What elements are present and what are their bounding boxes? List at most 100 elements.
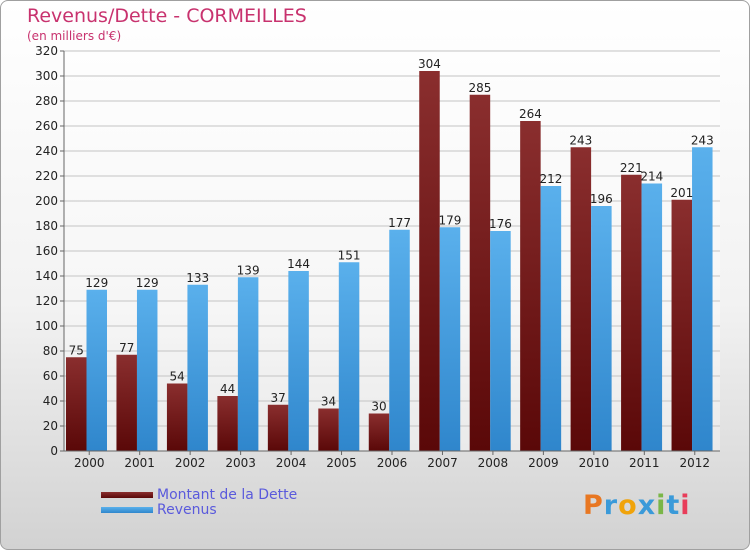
bar-dette — [570, 147, 592, 451]
legend-swatch-revenus — [101, 506, 153, 513]
data-label: 133 — [186, 271, 209, 285]
data-label: 129 — [136, 276, 159, 290]
logo-letter: x — [637, 490, 657, 521]
legend-swatch-dette — [101, 491, 153, 498]
data-label: 201 — [670, 186, 693, 200]
data-label: 177 — [388, 216, 411, 230]
bar-revenus — [490, 231, 511, 451]
bar-revenus — [237, 277, 259, 451]
y-tick-label: 0 — [50, 444, 58, 458]
data-label: 44 — [220, 382, 235, 396]
chart-title: Revenus/Dette - CORMEILLES — [27, 5, 307, 27]
data-label: 34 — [321, 395, 336, 409]
bar-dette — [621, 174, 642, 451]
x-tick-label: 2001 — [124, 456, 155, 470]
data-label: 243 — [691, 133, 714, 147]
bar-revenus — [641, 183, 663, 451]
x-tick-label: 2002 — [175, 456, 206, 470]
logo-letter: t — [666, 490, 681, 521]
y-tick-label: 20 — [43, 419, 58, 433]
x-tick-label: 2006 — [377, 456, 408, 470]
y-tick-label: 180 — [35, 219, 58, 233]
bar-dette — [217, 396, 238, 451]
bar-dette — [267, 404, 289, 451]
y-tick-label: 220 — [35, 169, 58, 183]
legend-item-dette: Montant de la Dette — [101, 486, 298, 503]
data-label: 221 — [620, 161, 643, 175]
x-tick-label: 2010 — [579, 456, 610, 470]
bar-revenus — [540, 186, 562, 451]
bar-dette — [116, 354, 137, 451]
bar-revenus — [338, 262, 360, 451]
y-tick-label: 200 — [35, 194, 58, 208]
bar-dette — [66, 357, 87, 451]
y-tick-label: 60 — [43, 369, 58, 383]
y-tick-label: 40 — [43, 394, 58, 408]
data-label: 304 — [418, 57, 441, 71]
data-label: 214 — [640, 170, 663, 184]
data-label: 243 — [569, 133, 592, 147]
data-label: 37 — [270, 391, 285, 405]
logo-letter: i — [656, 490, 667, 521]
data-label: 144 — [287, 257, 310, 271]
y-tick-label: 300 — [35, 69, 58, 83]
y-tick-label: 80 — [43, 344, 58, 358]
x-tick-label: 2005 — [326, 456, 357, 470]
logo-letter: P — [583, 490, 604, 521]
bar-revenus — [439, 227, 461, 451]
bar-dette — [368, 413, 390, 451]
bar-revenus — [389, 229, 410, 451]
proxiti-logo: Proxiti — [583, 490, 691, 521]
bar-dette — [166, 383, 188, 451]
data-label: 196 — [590, 192, 613, 206]
bar-revenus — [591, 206, 612, 451]
data-label: 54 — [170, 370, 185, 384]
y-tick-label: 280 — [35, 94, 58, 108]
logo-letter: i — [680, 490, 691, 521]
data-label: 30 — [371, 400, 386, 414]
bar-dette — [469, 94, 491, 451]
bar-revenus — [86, 289, 107, 451]
y-tick-label: 320 — [35, 44, 58, 58]
chart-subtitle: (en milliers d'€) — [27, 29, 122, 43]
bar-dette — [318, 408, 339, 451]
legend-item-revenus: Revenus — [101, 501, 297, 518]
data-label: 285 — [468, 81, 491, 95]
x-tick-label: 2003 — [225, 456, 256, 470]
y-tick-label: 100 — [35, 319, 58, 333]
y-tick-label: 160 — [35, 244, 58, 258]
x-tick-label: 2011 — [629, 456, 660, 470]
logo-letter: r — [603, 490, 619, 521]
bar-dette — [671, 199, 693, 451]
x-tick-label: 2012 — [679, 456, 710, 470]
x-tick-label: 2004 — [276, 456, 307, 470]
data-label: 212 — [539, 172, 562, 186]
y-tick-label: 260 — [35, 119, 58, 133]
bar-dette — [520, 121, 541, 451]
logo-letter: o — [618, 490, 638, 521]
data-label: 179 — [439, 213, 462, 227]
bar-revenus — [288, 271, 309, 451]
data-label: 264 — [519, 107, 542, 121]
bar-revenus — [187, 284, 208, 451]
x-tick-label: 2007 — [427, 456, 458, 470]
data-label: 75 — [69, 343, 84, 357]
legend: Montant de la Dette Revenus — [101, 486, 298, 518]
legend-label-revenus: Revenus — [157, 501, 217, 518]
x-tick-label: 2009 — [528, 456, 559, 470]
data-label: 77 — [119, 341, 134, 355]
y-tick-label: 120 — [35, 294, 58, 308]
data-label: 129 — [85, 276, 108, 290]
y-tick-label: 140 — [35, 269, 58, 283]
x-tick-label: 2008 — [478, 456, 509, 470]
y-tick-label: 240 — [35, 144, 58, 158]
legend-label-dette: Montant de la Dette — [157, 486, 298, 503]
x-tick-label: 2000 — [74, 456, 105, 470]
data-label: 151 — [338, 248, 361, 262]
bar-dette — [419, 71, 440, 451]
data-label: 139 — [237, 263, 260, 277]
data-label: 176 — [489, 217, 512, 231]
bar-revenus — [136, 289, 158, 451]
